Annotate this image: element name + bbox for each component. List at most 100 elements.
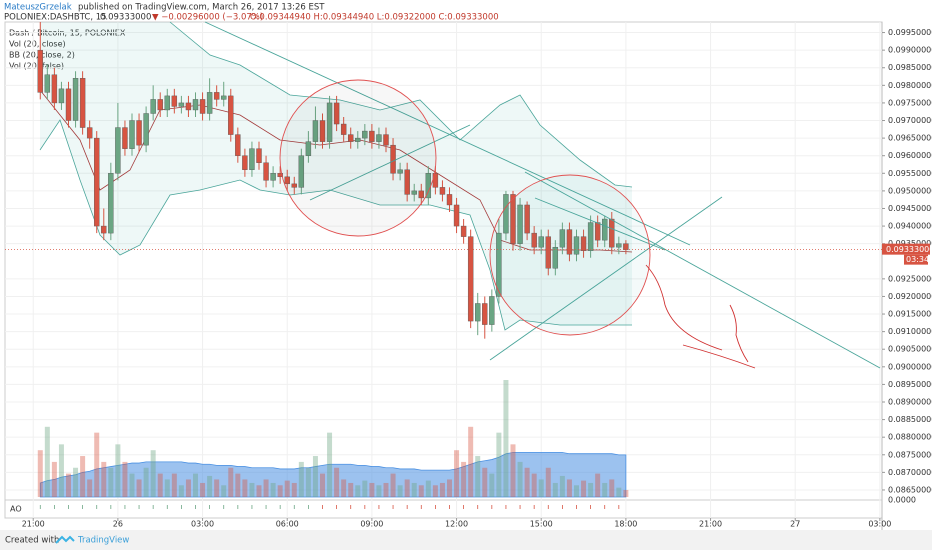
volume-bar <box>334 467 340 497</box>
volume-bar <box>616 487 622 497</box>
volume-bar <box>37 450 43 497</box>
candle-body <box>609 218 615 248</box>
y-tick-label: 0.08700000 <box>888 468 932 477</box>
y-tick-label: 0.08900000 <box>888 398 932 407</box>
trend-line <box>524 171 881 369</box>
y-tick-label: 0.08800000 <box>888 433 932 442</box>
volume-bar <box>122 461 128 497</box>
volume-bar <box>404 479 410 497</box>
candle-body <box>517 204 523 244</box>
candle-body <box>418 190 424 199</box>
candle-body <box>199 99 206 114</box>
volume-bar <box>136 479 142 497</box>
candle-body <box>482 303 488 325</box>
candle-body <box>228 95 234 135</box>
volume-bar <box>418 485 424 497</box>
volume-bar <box>468 426 474 497</box>
volume-bar <box>327 432 333 497</box>
volume-bar <box>538 479 544 497</box>
volume-bar <box>446 479 452 497</box>
candle-body <box>545 236 551 269</box>
highlight-circle <box>489 174 651 336</box>
candle-body <box>277 173 283 178</box>
volume-bar <box>581 480 587 497</box>
candle-body <box>44 74 51 93</box>
candle-body <box>623 243 629 250</box>
candle-body <box>531 232 537 248</box>
volume-bar <box>80 456 86 497</box>
candle-body <box>580 236 587 251</box>
volume-bar <box>552 482 558 497</box>
trend-line <box>489 196 723 361</box>
volume-bar <box>291 482 297 497</box>
candle-body <box>129 120 135 149</box>
volume-bar <box>496 432 502 497</box>
x-tick-label: 27 <box>790 520 800 529</box>
header-change: ▼ −0.00296000 (−3.07%) <box>152 13 263 23</box>
candle-body <box>178 102 185 107</box>
volume-bar <box>566 479 572 497</box>
candle-body <box>566 229 573 255</box>
candle-body <box>340 123 347 135</box>
volume-bar <box>65 473 71 497</box>
volume-bar <box>623 489 629 497</box>
candle-body <box>333 102 340 125</box>
volume-bar <box>482 467 488 497</box>
candle-body <box>86 127 93 139</box>
volume-bar <box>503 380 509 497</box>
y-tick-label: 0.09900000 <box>888 46 932 55</box>
footer-brand[interactable]: TradingView <box>77 536 129 546</box>
volume-bar <box>517 461 523 497</box>
volume-bar <box>200 482 206 497</box>
x-tick-label: 21:00 <box>699 520 722 529</box>
volume-bar <box>51 461 57 497</box>
volume-bar <box>157 473 163 497</box>
candle-body <box>242 155 248 170</box>
volume-bar <box>87 479 93 497</box>
y-tick-label: 0.08950000 <box>888 380 932 389</box>
volume-bar <box>362 480 368 497</box>
candle-body <box>284 176 290 185</box>
candle-body <box>157 99 163 111</box>
volume-bar <box>475 456 481 497</box>
candle-body <box>453 204 460 227</box>
volume-bar <box>355 485 361 497</box>
volume-bar <box>439 482 445 497</box>
y-tick-label: 0.09700000 <box>888 116 932 125</box>
volume-bar <box>369 482 375 497</box>
candle-body <box>213 92 220 100</box>
volume-bar <box>277 485 283 497</box>
candle-body <box>559 229 566 248</box>
y-tick-label: 0.08750000 <box>888 450 932 459</box>
candle-body <box>602 218 608 241</box>
hand-arrow <box>645 264 723 351</box>
candle-body <box>475 303 481 322</box>
candle-body <box>115 127 121 174</box>
candle-body <box>503 194 509 234</box>
candle-body <box>573 236 580 255</box>
candle-body <box>270 173 276 181</box>
x-tick-label: 03:00 <box>191 520 214 529</box>
candle-body <box>489 296 495 325</box>
hand-arrow <box>682 344 756 369</box>
volume-bar <box>185 479 191 497</box>
candle-body <box>65 88 72 121</box>
volume-bar <box>559 475 565 497</box>
x-tick-label: 21:00 <box>22 520 45 529</box>
volume-bar <box>312 456 318 497</box>
candle-body <box>101 225 107 234</box>
volume-bar <box>545 467 551 497</box>
author[interactable]: MateuszGrzelak <box>4 3 72 13</box>
candle-body <box>326 102 333 142</box>
y-tick-label: 0.09100000 <box>888 327 932 336</box>
last-price-label: 0.09333000 <box>886 245 932 254</box>
volume-bar <box>108 467 114 497</box>
volume-bar <box>319 473 325 497</box>
volume-bar <box>609 479 615 497</box>
y-tick-label: 0.09600000 <box>888 151 932 160</box>
volume-bar <box>94 432 100 497</box>
volume-bar <box>178 485 184 497</box>
candle-body <box>355 137 361 142</box>
